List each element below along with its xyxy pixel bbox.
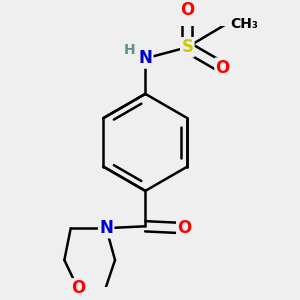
Text: O: O <box>177 219 192 237</box>
Text: O: O <box>216 59 230 77</box>
Text: S: S <box>181 38 193 56</box>
Text: N: N <box>138 50 152 68</box>
Text: O: O <box>71 279 85 297</box>
Text: H: H <box>124 43 135 57</box>
Text: N: N <box>99 219 113 237</box>
Text: CH₃: CH₃ <box>230 17 258 31</box>
Text: O: O <box>180 1 194 19</box>
